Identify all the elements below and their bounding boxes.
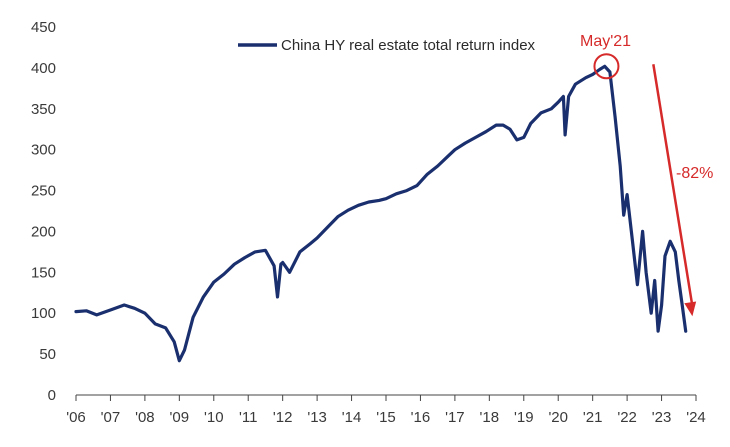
series-group — [74, 64, 688, 363]
x-tick-label: '08 — [135, 409, 155, 426]
x-tick-label: '11 — [239, 409, 257, 426]
x-axis: '06 '07 '08 '09 '10 '11 '12 '13 '14 '15 '16 '17 '18 '… — [66, 394, 706, 426]
y-tick-label: 100 — [31, 305, 56, 322]
x-tick-label: '15 — [376, 409, 396, 426]
y-axis: 0 50 100 150 200 250 300 350 400 450 — [31, 19, 56, 404]
x-tick-label: '13 — [307, 409, 327, 426]
y-tick-label: 350 — [31, 101, 56, 118]
legend: China HY real estate total return index — [238, 37, 536, 54]
x-tick-label: '23 — [652, 409, 672, 426]
y-tick-label: 450 — [31, 19, 56, 36]
y-tick-label: 300 — [31, 142, 56, 159]
x-tick-label: '16 — [411, 409, 431, 426]
x-tick-label: '07 — [101, 409, 121, 426]
y-tick-label: 400 — [31, 60, 56, 77]
legend-label: China HY real estate total return index — [281, 37, 536, 54]
y-tick-label: 250 — [31, 183, 56, 200]
x-tick-label: '22 — [617, 409, 637, 426]
x-tick-label: '09 — [170, 409, 190, 426]
peak-circle-marker — [593, 53, 620, 80]
x-tick-label: '19 — [514, 409, 534, 426]
y-tick-label: 50 — [39, 346, 56, 363]
y-tick-label: 0 — [48, 387, 56, 404]
x-tick-label: '18 — [480, 409, 500, 426]
x-tick-label: '21 — [583, 409, 603, 426]
x-tick-label: '12 — [273, 409, 293, 426]
x-tick-label: '20 — [548, 409, 568, 426]
x-tick-label: '14 — [342, 409, 362, 426]
x-tick-label: '06 — [66, 409, 86, 426]
y-tick-label: 200 — [31, 223, 56, 240]
decline-arrow-line — [652, 64, 694, 307]
y-tick-label: 150 — [31, 264, 56, 281]
series-line — [74, 64, 688, 363]
x-tick-label: '17 — [445, 409, 465, 426]
decline-annotation-label: -82% — [676, 165, 713, 182]
x-tick-label: '10 — [204, 409, 224, 426]
peak-annotation-label: May'21 — [580, 33, 631, 50]
x-tick-label: '24 — [686, 409, 706, 426]
decline-arrow-head — [684, 301, 697, 317]
annotations: May'21 -82% — [580, 33, 713, 317]
